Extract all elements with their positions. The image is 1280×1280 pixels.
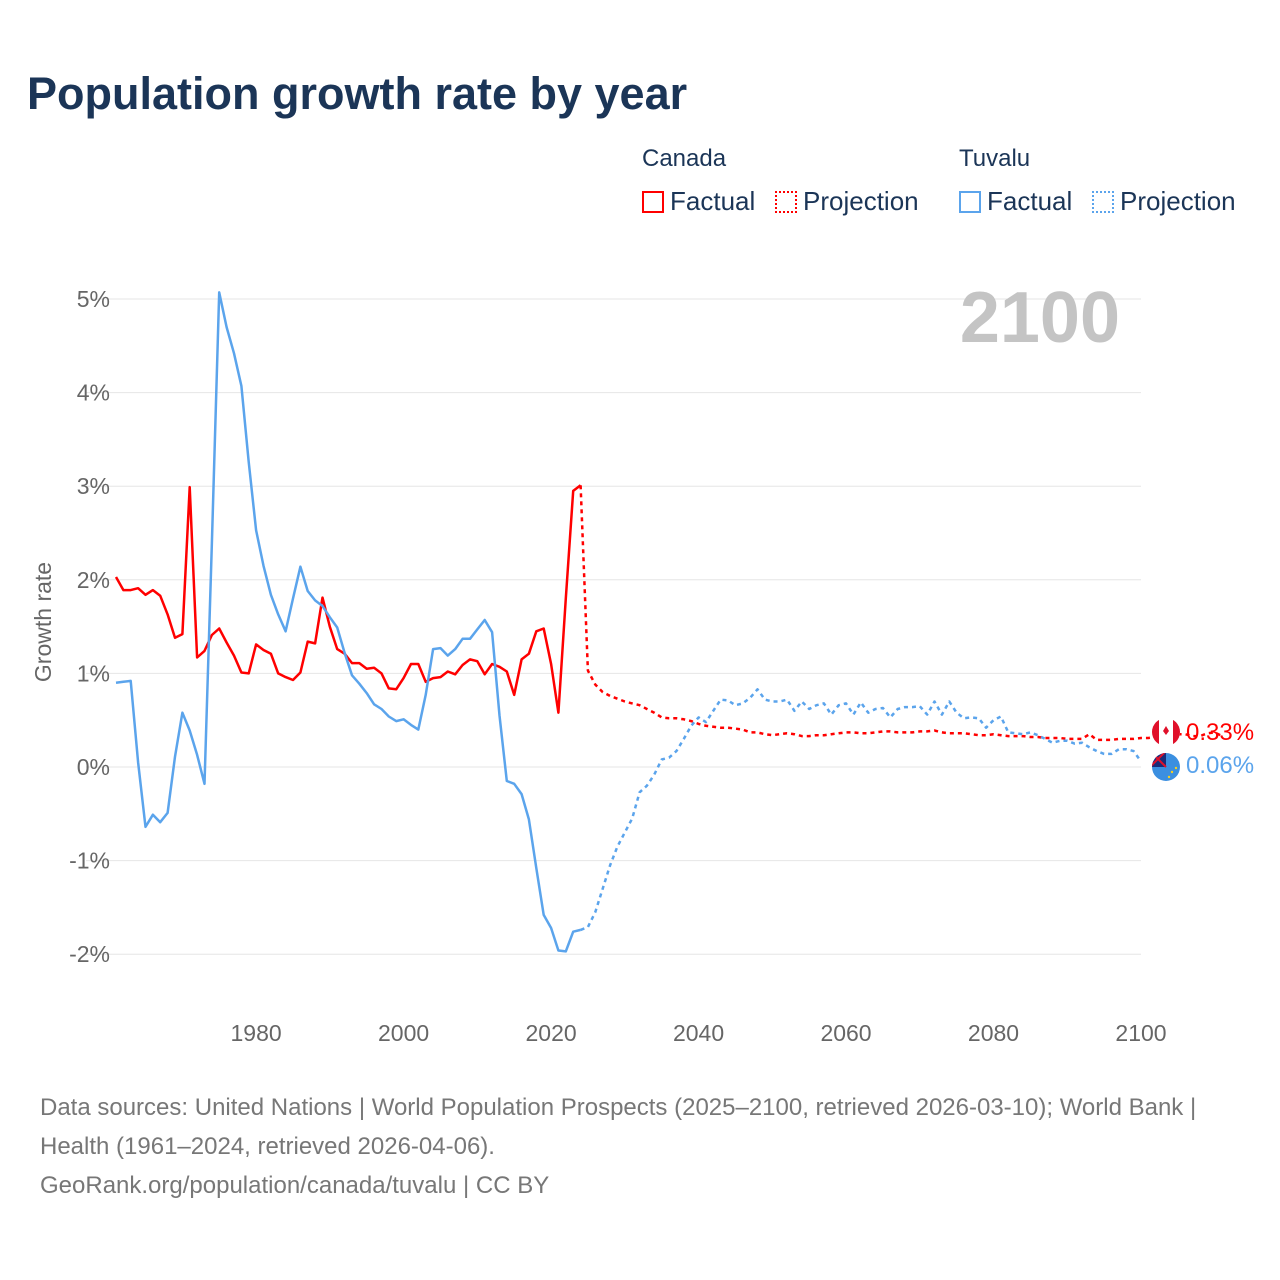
chart-title: Population growth rate by year xyxy=(27,68,688,119)
legend-swatch-solid-icon xyxy=(642,190,664,213)
legend-tuvalu-factual[interactable]: Factual xyxy=(959,186,1072,217)
tuvalu-factual-line xyxy=(115,291,581,953)
legend-group-canada: Canada xyxy=(642,145,727,172)
x-tick-label: 2060 xyxy=(820,1020,871,1046)
source-link[interactable]: GeoRank.org/population/canada/tuvalu | C… xyxy=(40,1172,550,1199)
y-tick-label: 2% xyxy=(77,567,110,593)
x-tick-label: 1980 xyxy=(231,1020,282,1046)
y-tick-label: 3% xyxy=(77,473,110,499)
y-tick-label: -2% xyxy=(69,941,110,967)
canada-projection-line xyxy=(579,485,1223,742)
canada-end-value: 0.33% xyxy=(1186,719,1254,746)
x-tick-label: 2080 xyxy=(968,1020,1019,1046)
legend-canada-factual[interactable]: Factual xyxy=(642,186,755,217)
canada-flag-icon xyxy=(1152,718,1180,746)
legend-swatch-dotted-icon xyxy=(1092,190,1114,213)
legend-group-tuvalu: Tuvalu xyxy=(959,145,1031,172)
y-tick-label: 4% xyxy=(77,380,110,406)
legend-swatch-solid-icon xyxy=(959,190,981,213)
tuvalu-flag-icon xyxy=(1152,753,1180,781)
legend-label: Projection xyxy=(1120,186,1236,216)
canada-factual-line xyxy=(114,484,582,714)
legend-label: Factual xyxy=(670,186,756,216)
source-note: Data sources: United Nations | World Pop… xyxy=(40,1088,1240,1205)
legend-swatch-dotted-icon xyxy=(775,190,797,213)
legend-canada-projection[interactable]: Projection xyxy=(775,186,919,217)
x-tick-label: 2020 xyxy=(525,1020,576,1046)
x-tick-label: 2040 xyxy=(673,1020,724,1046)
tuvalu-end-value: 0.06% xyxy=(1186,752,1254,779)
x-tick-label: 2000 xyxy=(378,1020,429,1046)
legend-tuvalu-projection[interactable]: Projection xyxy=(1092,186,1236,217)
y-tick-label: -1% xyxy=(69,848,110,874)
y-tick-label: 1% xyxy=(77,660,110,686)
tuvalu-projection-line xyxy=(580,688,1143,932)
x-tick-label: 2100 xyxy=(1115,1020,1166,1046)
source-text: Data sources: United Nations | World Pop… xyxy=(40,1094,1197,1160)
y-tick-label: 0% xyxy=(77,754,110,780)
legend-label: Projection xyxy=(803,186,919,216)
y-axis-label: Growth rate xyxy=(30,562,56,682)
y-tick-label: 5% xyxy=(77,286,110,312)
year-indicator: 2100 xyxy=(960,278,1120,358)
legend-label: Factual xyxy=(987,186,1073,216)
